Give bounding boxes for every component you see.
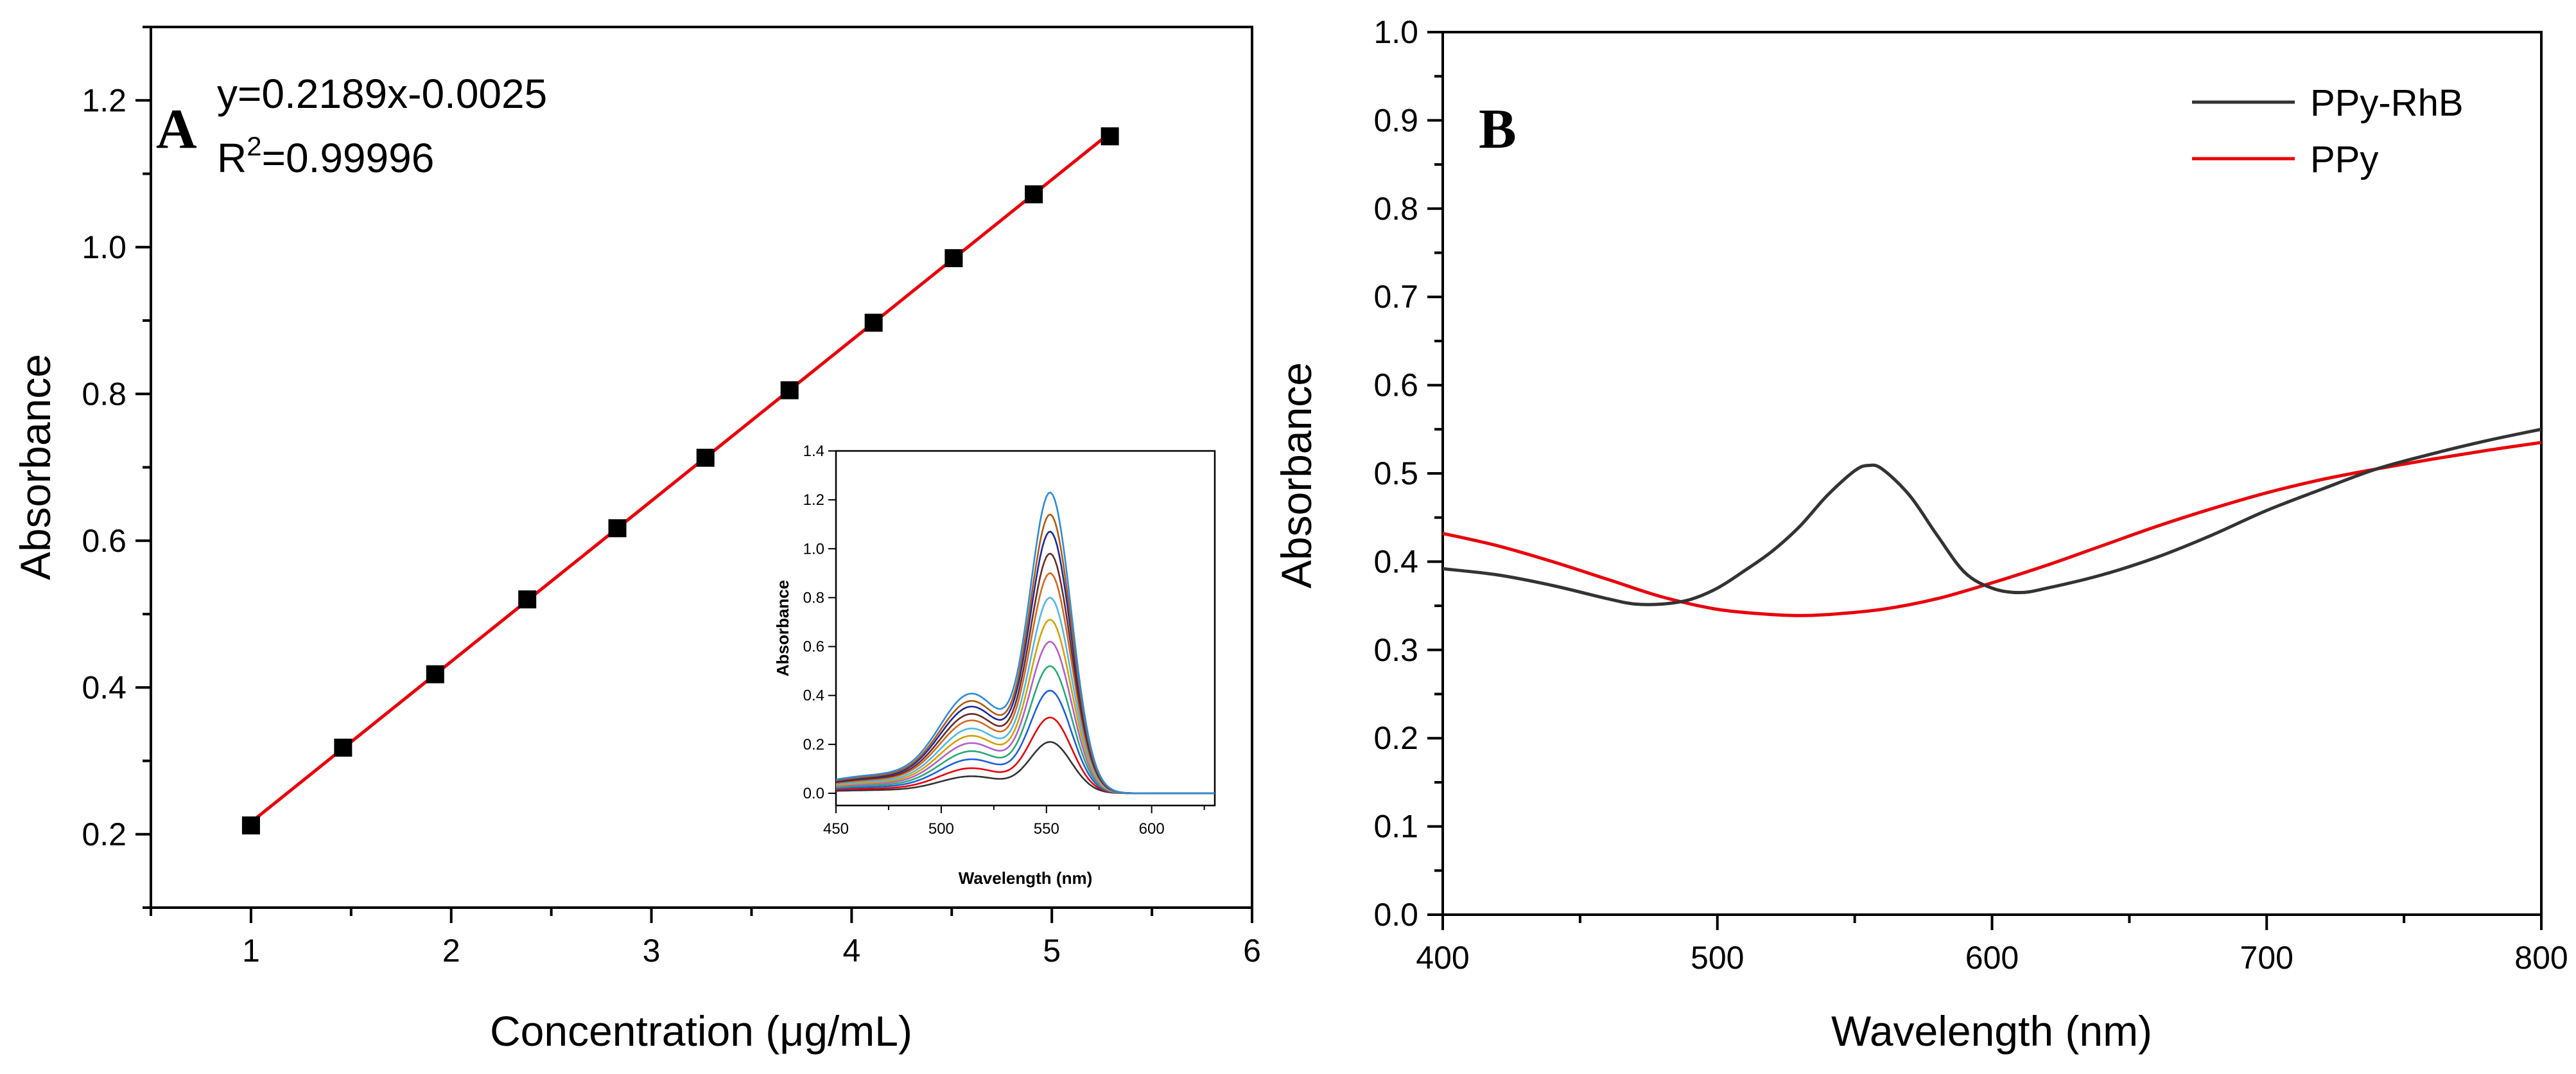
legend-label-ppy-rhb: PPy-RhB [2310,82,2464,124]
data-point [696,448,715,467]
panel-a-x-tick-label: 1 [242,933,260,969]
panel-a-y-tick-label: 0.6 [82,523,126,559]
panel-b-y-axis-label: Absorbance [1273,362,1320,588]
r-squared-superscript: 2 [247,131,261,161]
panel-a-ticks [135,26,1253,923]
panel-a-x-tick-label: 4 [842,933,860,969]
panel-b-x-tick-label: 500 [1691,940,1744,976]
data-point [334,738,352,757]
inset-plot-frame [835,450,1216,807]
inset-spectrum-line [835,491,1215,795]
inset-ticks [828,450,1205,813]
panel-b-x-tick-label: 700 [2240,940,2293,976]
inset-y-tick-label: 0.6 [803,638,824,656]
panel-a-data-points [241,127,1119,835]
panel-b-y-tick-label: 0.3 [1373,632,1418,668]
panel-b-y-tick-label: 0.4 [1373,543,1418,579]
panel-b-y-tick-label: 0.8 [1373,191,1418,227]
inset-x-tick-label: 500 [928,820,954,838]
panel-b-x-tick-label: 600 [1965,940,2019,976]
r-squared-value: =0.99996 [262,135,435,181]
data-point [1025,185,1043,204]
inset-y-tick-label: 1.0 [803,540,824,558]
inset-chart: 450 500 550 600 0.0 0.2 0.4 0.6 0.8 1.0 1.2 1.4 Wav… [773,443,1216,888]
inset-x-axis-label: Wavelength (nm) [959,868,1092,888]
fit-equation: y=0.2189x-0.0025 [217,71,547,117]
panel-b-y-tick-label: 1.0 [1373,14,1418,50]
inset-tick-labels: 450 500 550 600 0.0 0.2 0.4 0.6 0.8 1.0 1.2 1.4 [803,443,1165,838]
data-point [864,313,883,332]
panel-a-x-axis-label: Concentration (μg/mL) [490,1007,912,1055]
r-squared-prefix: R [217,135,247,181]
inset-x-tick-label: 600 [1139,820,1165,838]
series-line-ppy [1442,441,2542,617]
panel-a-x-tick-label: 6 [1243,933,1261,969]
panel-a-y-tick-label: 0.8 [82,376,126,412]
inset-y-axis-label: Absorbance [773,580,792,676]
panel-a-y-tick-label: 1.2 [82,82,126,118]
inset-y-tick-label: 1.2 [803,491,824,509]
panel-a-y-tick-label: 0.2 [82,816,126,852]
inset-y-tick-label: 1.4 [803,443,824,460]
data-point [944,249,963,267]
panel-b-y-tick-label: 0.5 [1373,455,1418,491]
panel-a-label: A [156,98,197,161]
panel-b-x-tick-label: 800 [2514,940,2568,976]
panel-b-y-tick-label: 0.0 [1373,897,1418,933]
panel-b-y-tick-label: 0.6 [1373,367,1418,403]
panel-a-x-tick-label: 3 [643,933,661,969]
r-squared: R2=0.99996 [217,131,434,181]
panel-a-tick-labels: 1 2 3 4 5 6 0.2 0.4 0.6 0.8 1.0 1.2 [82,82,1260,969]
panel-a-chart: 1 2 3 4 5 6 0.2 0.4 0.6 0.8 1.0 1.2 A y=0.2189x-0.0… [12,26,1261,1055]
panel-a-x-tick-label: 5 [1043,933,1061,969]
panel-b-legend: PPy-RhB PPy [2192,82,2464,180]
panel-b-y-tick-label: 0.2 [1373,720,1418,756]
panel-a-x-tick-label: 2 [442,933,460,969]
data-point [426,665,444,683]
panel-b-x-axis-label: Wavelength (nm) [1831,1007,2152,1055]
panel-a-y-tick-label: 1.0 [82,229,126,265]
data-point [1101,127,1119,146]
series-line-ppy-rhb [1442,427,2542,606]
inset-x-tick-label: 450 [823,820,849,838]
data-point [518,590,537,609]
panel-b-series-lines [1442,427,2542,617]
legend-label-ppy: PPy [2310,139,2378,180]
panel-b-ticks [1427,31,2543,930]
panel-b-chart: 400 500 600 700 800 0.0 0.1 0.2 0.3 0.4 0.5 0.6 0.7 0… [1273,14,2568,1055]
inset-y-tick-label: 0.2 [803,736,824,753]
panel-b-y-tick-label: 0.1 [1373,809,1418,845]
inset-spectra [835,491,1215,795]
inset-y-tick-label: 0.4 [803,687,824,705]
panel-b-label: B [1479,98,1517,161]
panel-a-y-axis-label: Absorbance [12,354,59,580]
inset-x-tick-label: 550 [1034,820,1059,838]
fit-line [250,132,1111,823]
data-point [608,519,627,538]
panel-b-tick-labels: 400 500 600 700 800 0.0 0.1 0.2 0.3 0.4 0.5 0.6 0.7 0… [1373,14,2568,976]
panel-b-x-tick-label: 400 [1416,940,1469,976]
inset-y-tick-label: 0.8 [803,589,824,606]
panel-b-y-tick-label: 0.7 [1373,279,1418,315]
inset-y-tick-label: 0.0 [803,785,824,802]
data-point [780,381,799,400]
panel-b-y-tick-label: 0.9 [1373,102,1418,138]
panel-a-y-tick-label: 0.4 [82,669,126,705]
data-point [241,816,260,835]
